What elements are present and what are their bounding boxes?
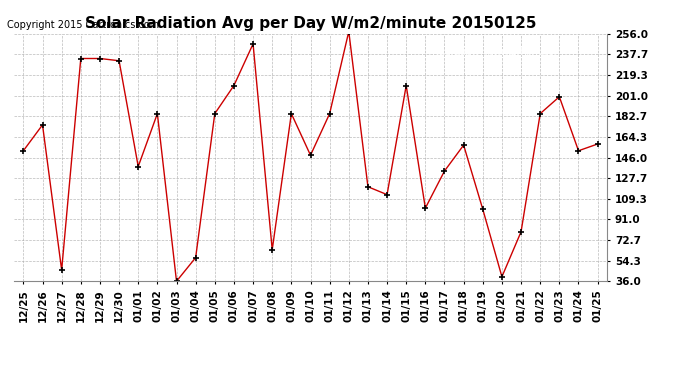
Title: Solar Radiation Avg per Day W/m2/minute 20150125: Solar Radiation Avg per Day W/m2/minute … <box>85 16 536 31</box>
Text: Copyright 2015 Cartronics.com: Copyright 2015 Cartronics.com <box>7 20 159 30</box>
